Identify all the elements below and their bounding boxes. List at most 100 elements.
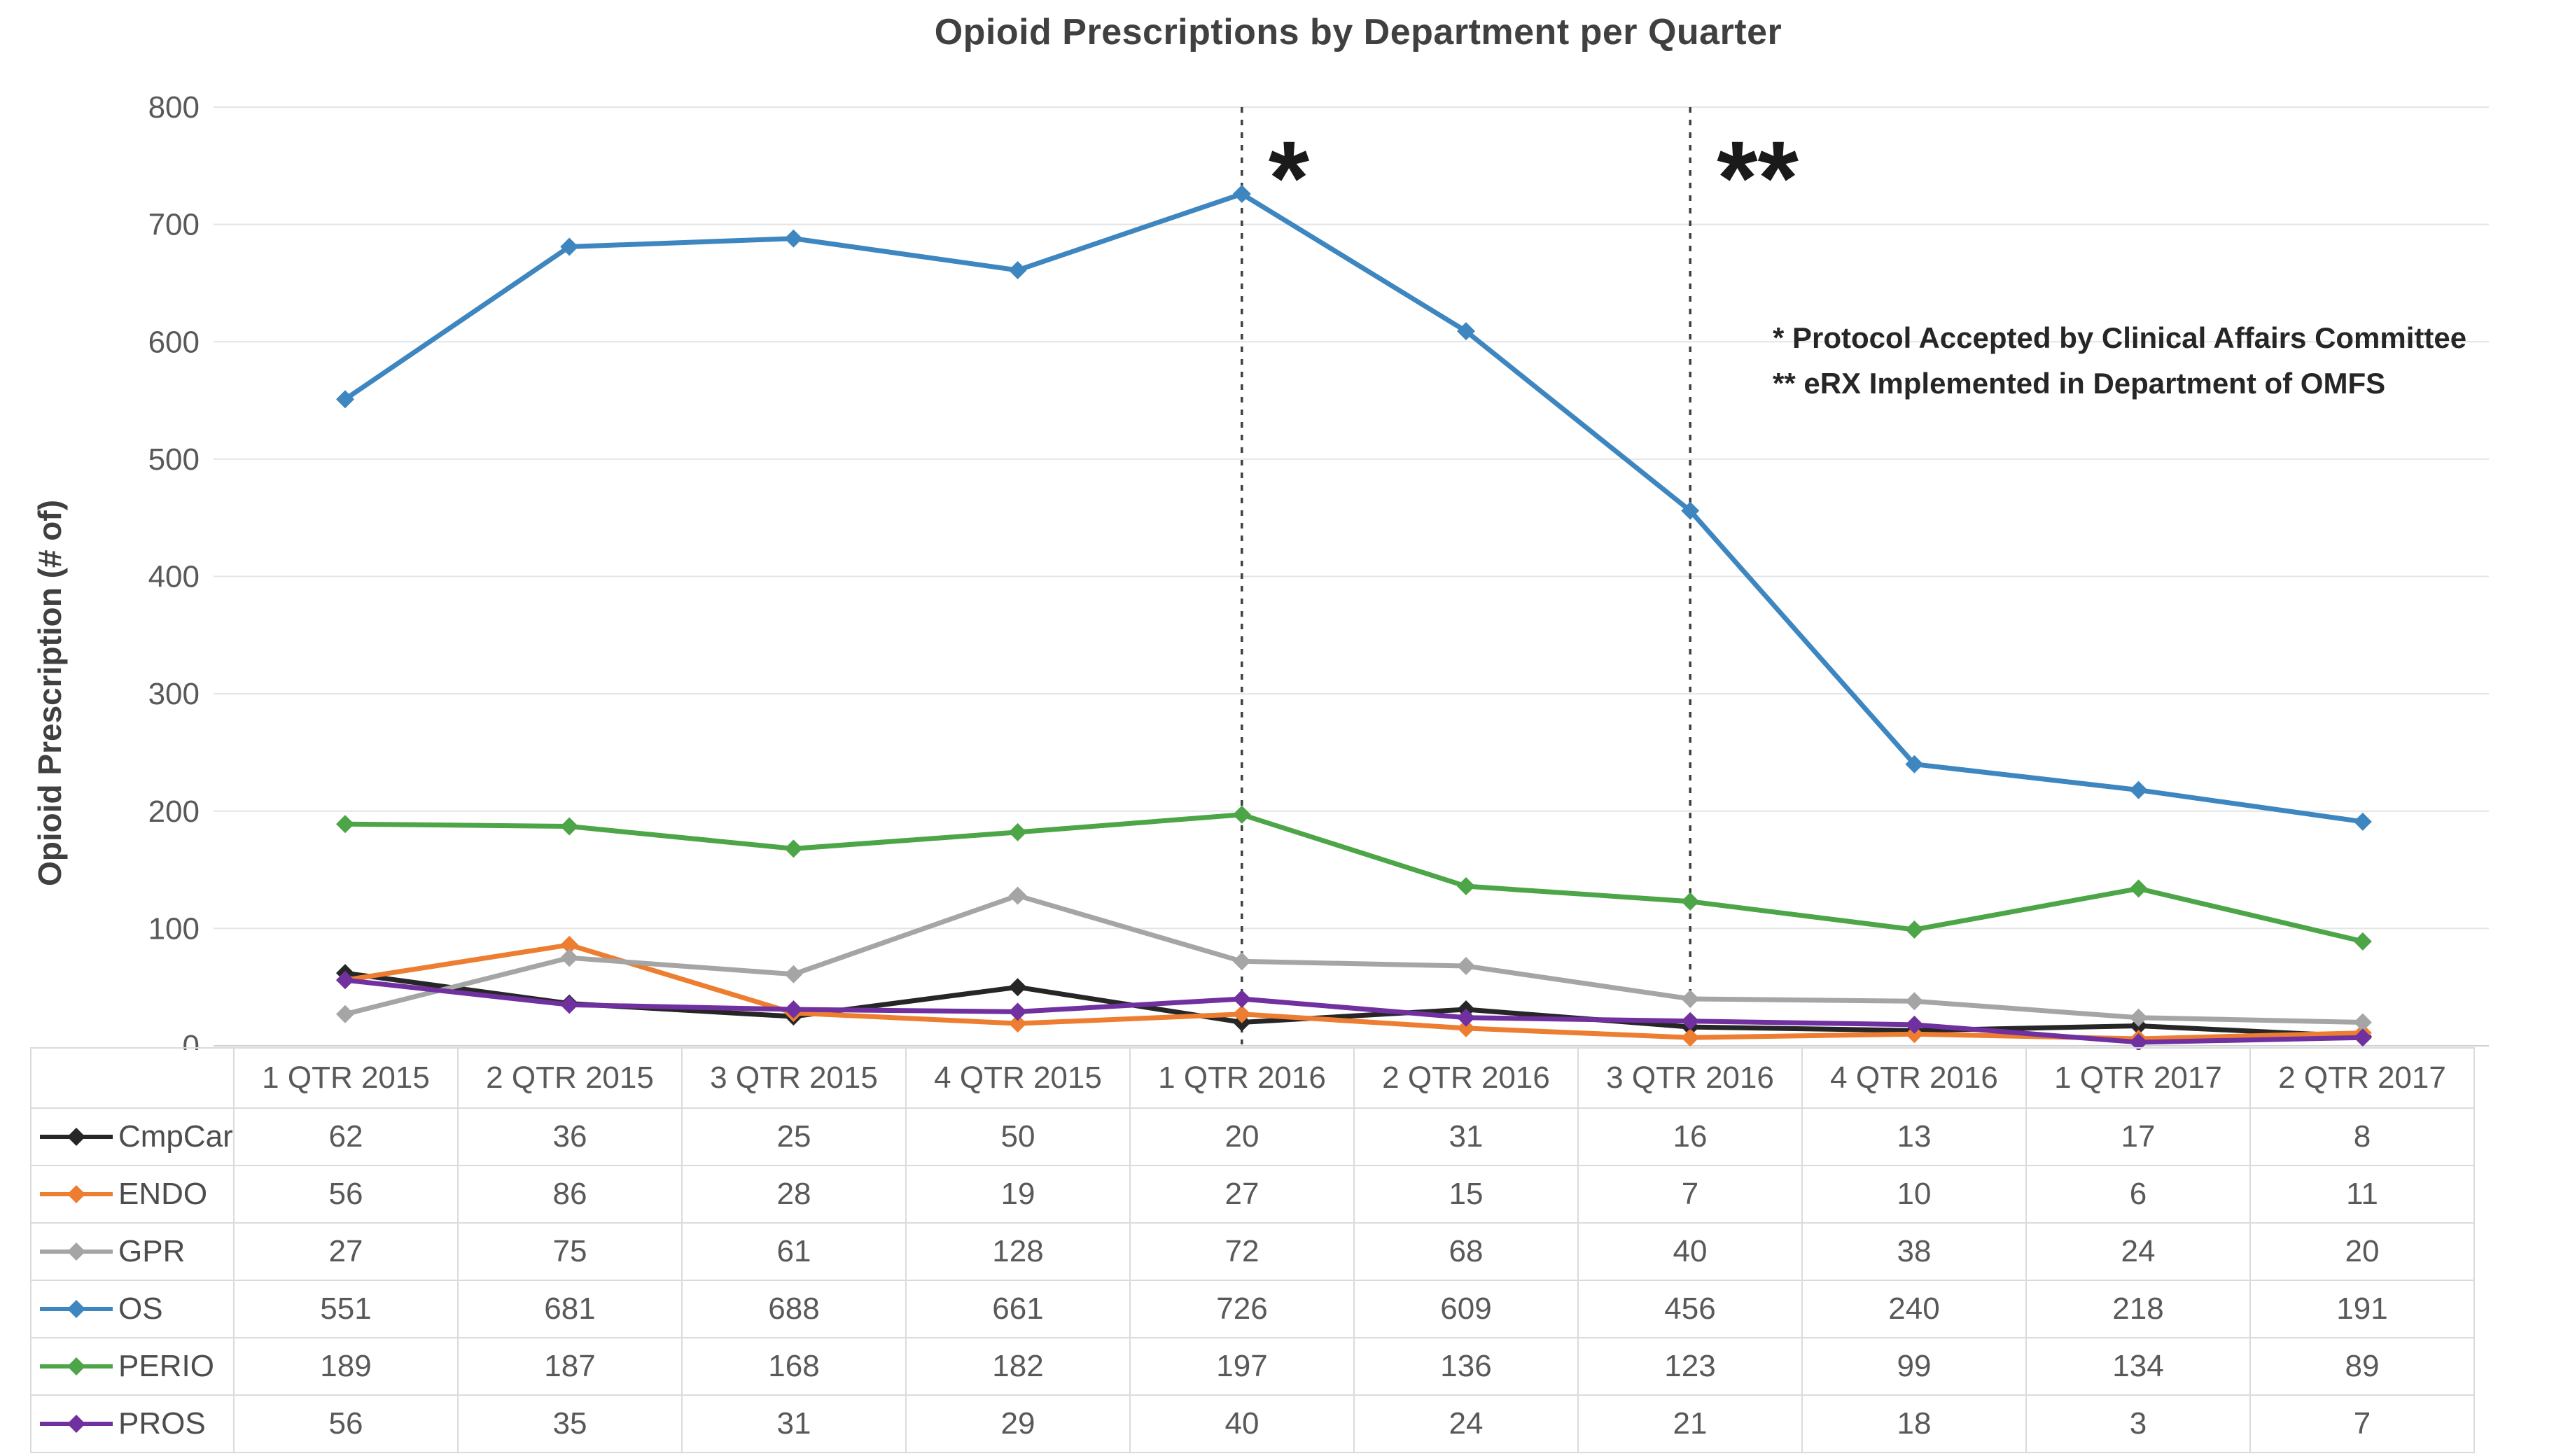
y-tick-label: 400 xyxy=(148,560,200,594)
value-cell: 50 xyxy=(905,1107,1131,1166)
data-point-marker-ENDO xyxy=(1457,1018,1475,1037)
row-label-cell: CmpCar xyxy=(30,1107,235,1166)
row-label-cell: OS xyxy=(30,1280,235,1338)
column-header-quarter: 1 QTR 2015 xyxy=(233,1047,459,1109)
data-point-marker-OS xyxy=(1457,322,1475,341)
value-cell: 36 xyxy=(457,1107,683,1166)
value-cell: 25 xyxy=(681,1107,907,1166)
data-point-marker-GPR xyxy=(2353,1013,2372,1032)
event-annotations: * Protocol Accepted by Clinical Affairs … xyxy=(1773,315,2466,406)
value-cell: 35 xyxy=(457,1394,683,1453)
value-cell: 27 xyxy=(1129,1165,1355,1224)
data-point-marker-ENDO xyxy=(560,935,579,954)
legend-key-PROS xyxy=(40,1415,113,1433)
value-cell: 197 xyxy=(1129,1337,1355,1396)
data-point-marker-OS xyxy=(1905,755,1924,774)
value-cell: 240 xyxy=(1801,1280,2027,1338)
value-cell: 168 xyxy=(681,1337,907,1396)
data-point-marker-PROS xyxy=(560,995,579,1014)
data-point-marker-OS xyxy=(1681,501,1700,520)
data-point-marker-GPR xyxy=(784,965,803,983)
value-cell: 187 xyxy=(457,1337,683,1396)
value-cell: 123 xyxy=(1577,1337,1803,1396)
data-point-marker-GPR xyxy=(1681,989,1700,1008)
annotation-protocol: * Protocol Accepted by Clinical Affairs … xyxy=(1773,321,2467,354)
series-name-label: PERIO xyxy=(118,1349,214,1383)
table-corner-cell xyxy=(30,1047,235,1109)
data-point-marker-PROS xyxy=(1905,1015,1924,1034)
value-cell: 136 xyxy=(1353,1337,1579,1396)
data-point-marker-ENDO xyxy=(1681,1028,1700,1047)
data-point-marker-PROS xyxy=(336,971,354,990)
data-point-marker-PROS xyxy=(1681,1011,1700,1030)
value-cell: 18 xyxy=(1801,1394,2027,1453)
value-cell: 13 xyxy=(1801,1107,2027,1166)
data-point-marker-GPR xyxy=(1008,886,1027,905)
value-cell: 61 xyxy=(681,1222,907,1281)
table-header-row: 1 QTR 2015 2 QTR 2015 3 QTR 2015 4 QTR 2015… xyxy=(30,1047,2475,1109)
column-header-quarter: 2 QTR 2016 xyxy=(1353,1047,1579,1109)
value-cell: 3 xyxy=(2025,1394,2251,1453)
value-cell: 10 xyxy=(1801,1165,2027,1224)
table-row-PERIO: PERIO 189 187 168 182 197 136 123 99 134 89 xyxy=(30,1337,2475,1396)
series-line-CmpCar xyxy=(342,970,2366,1040)
event-asterisk-label: ** xyxy=(1717,119,1799,237)
value-cell: 21 xyxy=(1577,1394,1803,1453)
value-cell: 20 xyxy=(1129,1107,1355,1166)
row-label-cell: GPR xyxy=(30,1222,235,1281)
value-cell: 27 xyxy=(233,1222,459,1281)
data-point-marker-PROS xyxy=(784,1000,803,1019)
row-label-cell: PERIO xyxy=(30,1337,235,1396)
value-cell: 68 xyxy=(1353,1222,1579,1281)
value-cell: 182 xyxy=(905,1337,1131,1396)
data-point-marker-PERIO xyxy=(1232,805,1251,824)
data-point-marker-OS xyxy=(2353,812,2372,831)
data-point-marker-OS xyxy=(2129,780,2148,799)
data-point-marker-PERIO xyxy=(1457,877,1475,896)
table-row-CmpCar: CmpCar 62 36 25 50 20 31 16 13 17 8 xyxy=(30,1107,2475,1166)
data-point-marker-PROS xyxy=(1232,989,1251,1008)
series-name-label: GPR xyxy=(118,1234,186,1268)
data-point-marker-ENDO xyxy=(1905,1025,1924,1044)
y-tick-label: 800 xyxy=(148,90,200,125)
value-cell: 191 xyxy=(2249,1280,2475,1338)
value-cell: 11 xyxy=(2249,1165,2475,1224)
data-point-marker-PERIO xyxy=(1681,892,1700,911)
series-name-label: PROS xyxy=(118,1406,206,1441)
value-cell: 189 xyxy=(233,1337,459,1396)
value-cell: 7 xyxy=(1577,1165,1803,1224)
column-header-quarter: 4 QTR 2015 xyxy=(905,1047,1131,1109)
legend-key-PERIO xyxy=(40,1357,113,1376)
data-point-marker-PERIO xyxy=(1905,920,1924,939)
value-cell: 8 xyxy=(2249,1107,2475,1166)
annotation-erx: ** eRX Implemented in Department of OMFS xyxy=(1773,367,2386,400)
data-point-marker-GPR xyxy=(1905,992,1924,1011)
value-cell: 24 xyxy=(2025,1222,2251,1281)
data-table: 1 QTR 2015 2 QTR 2015 3 QTR 2015 4 QTR 2015… xyxy=(30,1047,2475,1453)
row-label-cell: PROS xyxy=(30,1394,235,1453)
series-line-PROS xyxy=(342,977,2366,1045)
chart-title: Opioid Prescriptions by Department per Q… xyxy=(934,12,1782,52)
value-cell: 29 xyxy=(905,1394,1131,1453)
column-header-quarter: 1 QTR 2016 xyxy=(1129,1047,1355,1109)
value-cell: 86 xyxy=(457,1165,683,1224)
data-point-marker-PROS xyxy=(1008,1002,1027,1021)
series-line-PERIO xyxy=(342,812,2366,944)
data-point-marker-OS xyxy=(1008,260,1027,279)
value-cell: 661 xyxy=(905,1280,1131,1338)
column-header-quarter: 3 QTR 2016 xyxy=(1577,1047,1803,1109)
table-row-ENDO: ENDO 56 86 28 19 27 15 7 10 6 11 xyxy=(30,1165,2475,1224)
value-cell: 75 xyxy=(457,1222,683,1281)
series-name-label: ENDO xyxy=(118,1177,208,1211)
y-tick-label: 700 xyxy=(148,208,200,242)
data-point-marker-GPR xyxy=(1457,957,1475,976)
value-cell: 24 xyxy=(1353,1394,1579,1453)
value-cell: 31 xyxy=(681,1394,907,1453)
y-tick-label: 600 xyxy=(148,325,200,359)
value-cell: 62 xyxy=(233,1107,459,1166)
data-point-marker-PROS xyxy=(2353,1028,2372,1047)
data-point-marker-ENDO xyxy=(1008,1014,1027,1033)
legend-key-GPR xyxy=(40,1242,113,1261)
data-point-marker-OS xyxy=(560,237,579,256)
